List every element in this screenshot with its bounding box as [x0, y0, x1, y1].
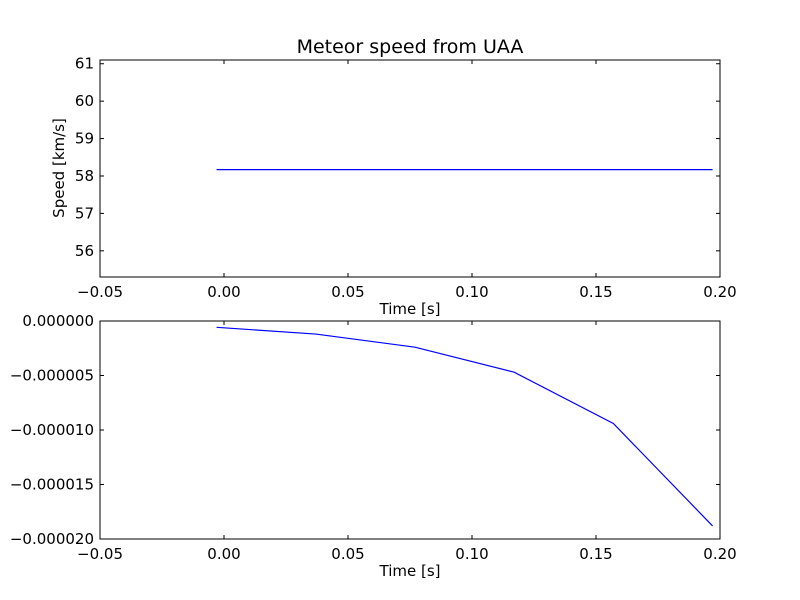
- residual-series-lines: [216, 326, 713, 527]
- chart-title: Meteor speed from UAA: [297, 36, 524, 58]
- residual-x-tick-label: 0.15: [579, 545, 612, 563]
- speed-y-tick-label: 57: [75, 204, 94, 222]
- speed-tick-labels: −0.05 0.00 0.05 0.10 0.15 0.20 56 57 58 59 60 61: [75, 55, 737, 301]
- residual-y-tick-label: −0.000005: [10, 367, 94, 385]
- residual-x-tick-label: 0.10: [455, 545, 488, 563]
- residual-tick-labels: −0.05 0.00 0.05 0.10 0.15 0.20 −0.000020 −0.000…: [10, 312, 737, 563]
- residual-plot-frame: [99, 320, 721, 540]
- residual-y-tick-label: −0.000015: [10, 476, 94, 494]
- residual-x-tick-label: −0.05: [77, 545, 123, 563]
- speed-subplot: Meteor speed from UAA Time [s] Speed [km…: [50, 36, 737, 318]
- residual-y-tick-label: 0.000000: [22, 312, 94, 330]
- speed-y-tick-label: 61: [75, 55, 94, 73]
- speed-x-tick-label: 0.00: [207, 283, 240, 301]
- speed-x-tick-label: 0.15: [579, 283, 612, 301]
- residual-x-tick-label: 0.05: [331, 545, 364, 563]
- residual-y-tick-label: −0.000010: [10, 421, 94, 439]
- speed-x-tick-label: 0.20: [703, 283, 736, 301]
- speed-x-tick-label: 0.10: [455, 283, 488, 301]
- speed-y-tick-label: 58: [75, 167, 94, 185]
- residual-x-tick-label: 0.00: [207, 545, 240, 563]
- speed-plot-frame: [99, 59, 721, 278]
- residual-subplot: Time [s] −0.05 0.00 0.05 0.10 0.15 0.20 −0.000…: [10, 312, 737, 580]
- speed-y-tick-label: 56: [75, 242, 94, 260]
- residual-series-line: [216, 326, 713, 527]
- speed-y-axis-label: Speed [km/s]: [50, 118, 68, 218]
- speed-y-tick-label: 59: [75, 130, 94, 148]
- speed-axis-ticks: [99, 60, 721, 277]
- residual-y-tick-label: −0.000020: [10, 530, 94, 548]
- speed-x-tick-label: 0.05: [331, 283, 364, 301]
- residual-x-axis-label: Time [s]: [379, 562, 441, 580]
- speed-y-tick-label: 60: [75, 92, 94, 110]
- speed-x-tick-label: −0.05: [77, 283, 123, 301]
- residual-x-tick-label: 0.20: [703, 545, 736, 563]
- speed-x-axis-label: Time [s]: [379, 300, 441, 318]
